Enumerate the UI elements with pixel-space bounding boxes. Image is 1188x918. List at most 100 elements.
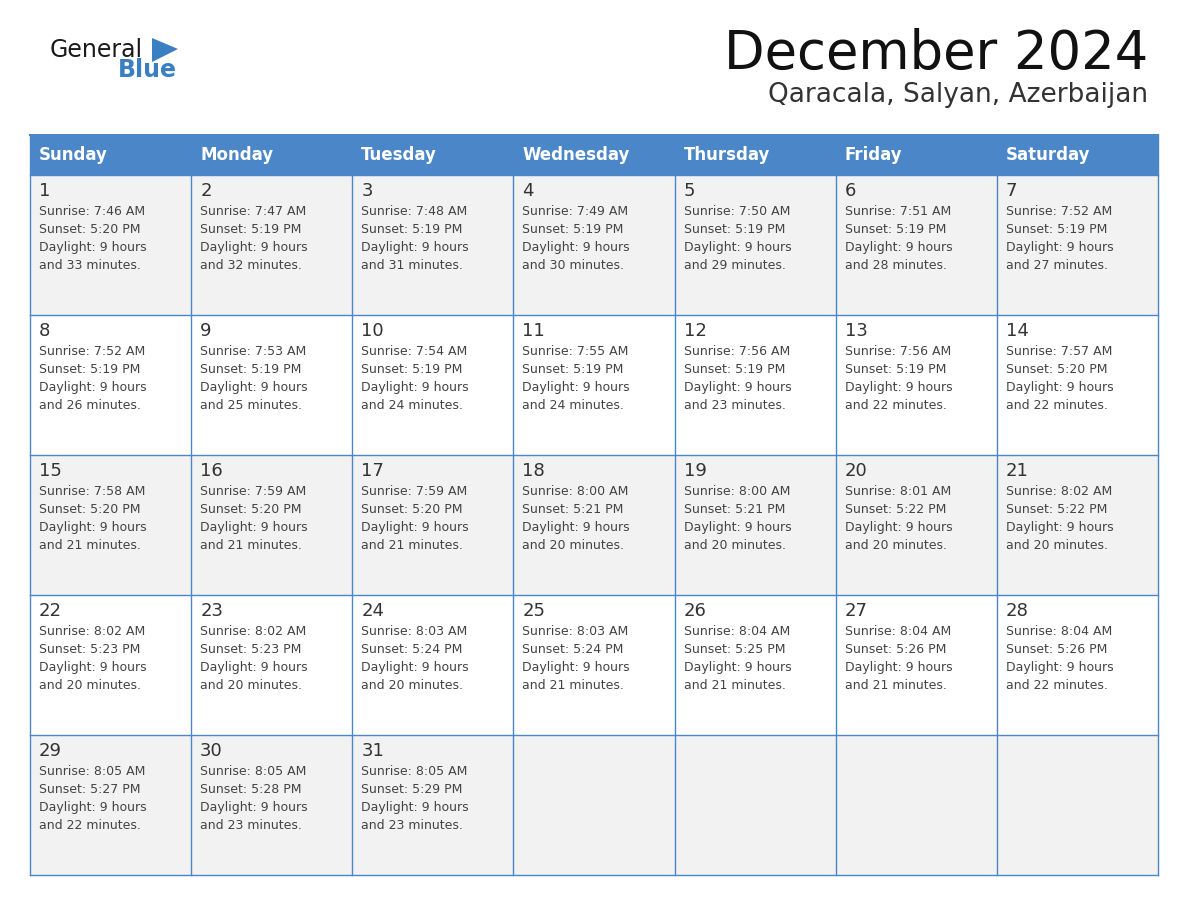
Text: Sunrise: 7:50 AM: Sunrise: 7:50 AM <box>683 205 790 218</box>
Text: and 20 minutes.: and 20 minutes. <box>845 539 947 552</box>
Text: 13: 13 <box>845 322 867 340</box>
Text: and 22 minutes.: and 22 minutes. <box>1006 679 1107 692</box>
Text: Sunset: 5:19 PM: Sunset: 5:19 PM <box>200 223 302 236</box>
Text: Sunrise: 7:53 AM: Sunrise: 7:53 AM <box>200 345 307 358</box>
Text: General: General <box>50 38 143 62</box>
Text: Sunset: 5:19 PM: Sunset: 5:19 PM <box>845 363 946 376</box>
Text: Sunrise: 8:02 AM: Sunrise: 8:02 AM <box>1006 485 1112 498</box>
Text: Sunrise: 8:04 AM: Sunrise: 8:04 AM <box>683 625 790 638</box>
Text: 16: 16 <box>200 462 223 480</box>
Bar <box>997 315 1158 455</box>
Bar <box>513 175 675 315</box>
Text: Sunrise: 7:55 AM: Sunrise: 7:55 AM <box>523 345 628 358</box>
Text: Saturday: Saturday <box>1006 146 1091 164</box>
Text: Sunrise: 7:58 AM: Sunrise: 7:58 AM <box>39 485 145 498</box>
Text: and 21 minutes.: and 21 minutes. <box>200 539 302 552</box>
Text: Sunrise: 8:05 AM: Sunrise: 8:05 AM <box>200 765 307 778</box>
Bar <box>353 175 513 315</box>
Text: Daylight: 9 hours: Daylight: 9 hours <box>200 521 308 534</box>
Text: Sunset: 5:19 PM: Sunset: 5:19 PM <box>200 363 302 376</box>
Text: Sunset: 5:21 PM: Sunset: 5:21 PM <box>683 503 785 516</box>
Text: and 21 minutes.: and 21 minutes. <box>361 539 463 552</box>
Bar <box>191 175 353 315</box>
Text: Daylight: 9 hours: Daylight: 9 hours <box>361 661 469 674</box>
Bar <box>997 595 1158 735</box>
Text: and 20 minutes.: and 20 minutes. <box>200 679 302 692</box>
Text: Sunset: 5:20 PM: Sunset: 5:20 PM <box>1006 363 1107 376</box>
Bar <box>191 315 353 455</box>
Text: Daylight: 9 hours: Daylight: 9 hours <box>845 241 953 254</box>
Text: Daylight: 9 hours: Daylight: 9 hours <box>39 521 146 534</box>
Text: Sunset: 5:21 PM: Sunset: 5:21 PM <box>523 503 624 516</box>
Text: and 26 minutes.: and 26 minutes. <box>39 399 141 412</box>
Text: Sunset: 5:19 PM: Sunset: 5:19 PM <box>361 363 462 376</box>
Text: Sunset: 5:25 PM: Sunset: 5:25 PM <box>683 643 785 656</box>
Bar <box>997 455 1158 595</box>
Bar <box>675 315 835 455</box>
Text: Sunset: 5:24 PM: Sunset: 5:24 PM <box>523 643 624 656</box>
Text: Sunrise: 8:05 AM: Sunrise: 8:05 AM <box>361 765 468 778</box>
Text: 21: 21 <box>1006 462 1029 480</box>
Bar <box>835 175 997 315</box>
Bar <box>191 135 353 175</box>
Text: Sunset: 5:28 PM: Sunset: 5:28 PM <box>200 783 302 796</box>
Text: 12: 12 <box>683 322 707 340</box>
Text: Sunrise: 8:03 AM: Sunrise: 8:03 AM <box>361 625 468 638</box>
Text: Sunrise: 7:59 AM: Sunrise: 7:59 AM <box>200 485 307 498</box>
Bar <box>30 595 191 735</box>
Bar <box>835 735 997 875</box>
Bar <box>353 735 513 875</box>
Text: Sunset: 5:23 PM: Sunset: 5:23 PM <box>39 643 140 656</box>
Text: 8: 8 <box>39 322 50 340</box>
Text: Daylight: 9 hours: Daylight: 9 hours <box>39 801 146 814</box>
Bar <box>513 455 675 595</box>
Text: and 29 minutes.: and 29 minutes. <box>683 259 785 272</box>
Text: 5: 5 <box>683 182 695 200</box>
Text: Sunrise: 8:02 AM: Sunrise: 8:02 AM <box>39 625 145 638</box>
Text: Daylight: 9 hours: Daylight: 9 hours <box>523 521 630 534</box>
Text: Sunset: 5:22 PM: Sunset: 5:22 PM <box>845 503 946 516</box>
Text: and 27 minutes.: and 27 minutes. <box>1006 259 1108 272</box>
Text: Sunrise: 7:47 AM: Sunrise: 7:47 AM <box>200 205 307 218</box>
Bar <box>675 175 835 315</box>
Text: Friday: Friday <box>845 146 903 164</box>
Bar <box>30 735 191 875</box>
Bar <box>675 595 835 735</box>
Text: 6: 6 <box>845 182 857 200</box>
Text: Daylight: 9 hours: Daylight: 9 hours <box>1006 661 1113 674</box>
Bar <box>353 595 513 735</box>
Text: and 20 minutes.: and 20 minutes. <box>523 539 625 552</box>
Text: 15: 15 <box>39 462 62 480</box>
Text: Sunrise: 7:52 AM: Sunrise: 7:52 AM <box>39 345 145 358</box>
Text: Sunset: 5:19 PM: Sunset: 5:19 PM <box>39 363 140 376</box>
Text: 2: 2 <box>200 182 211 200</box>
Text: and 22 minutes.: and 22 minutes. <box>845 399 947 412</box>
Text: Daylight: 9 hours: Daylight: 9 hours <box>845 381 953 394</box>
Text: and 21 minutes.: and 21 minutes. <box>845 679 947 692</box>
Text: Sunday: Sunday <box>39 146 108 164</box>
Bar <box>835 135 997 175</box>
Text: 9: 9 <box>200 322 211 340</box>
Text: and 22 minutes.: and 22 minutes. <box>1006 399 1107 412</box>
Text: Sunrise: 8:04 AM: Sunrise: 8:04 AM <box>845 625 950 638</box>
Text: Qaracala, Salyan, Azerbaijan: Qaracala, Salyan, Azerbaijan <box>767 82 1148 108</box>
Text: 1: 1 <box>39 182 50 200</box>
Text: and 21 minutes.: and 21 minutes. <box>683 679 785 692</box>
Bar <box>353 455 513 595</box>
Text: Daylight: 9 hours: Daylight: 9 hours <box>683 521 791 534</box>
Text: 20: 20 <box>845 462 867 480</box>
Text: 29: 29 <box>39 742 62 760</box>
Text: Sunset: 5:27 PM: Sunset: 5:27 PM <box>39 783 140 796</box>
Bar <box>835 595 997 735</box>
Bar <box>30 175 191 315</box>
Text: and 30 minutes.: and 30 minutes. <box>523 259 625 272</box>
Text: Sunrise: 7:54 AM: Sunrise: 7:54 AM <box>361 345 468 358</box>
Text: Daylight: 9 hours: Daylight: 9 hours <box>683 661 791 674</box>
Text: 31: 31 <box>361 742 384 760</box>
Bar <box>513 735 675 875</box>
Text: Sunrise: 8:03 AM: Sunrise: 8:03 AM <box>523 625 628 638</box>
Bar <box>30 135 191 175</box>
Text: Sunrise: 7:46 AM: Sunrise: 7:46 AM <box>39 205 145 218</box>
Text: Daylight: 9 hours: Daylight: 9 hours <box>361 381 469 394</box>
Text: Sunrise: 7:49 AM: Sunrise: 7:49 AM <box>523 205 628 218</box>
